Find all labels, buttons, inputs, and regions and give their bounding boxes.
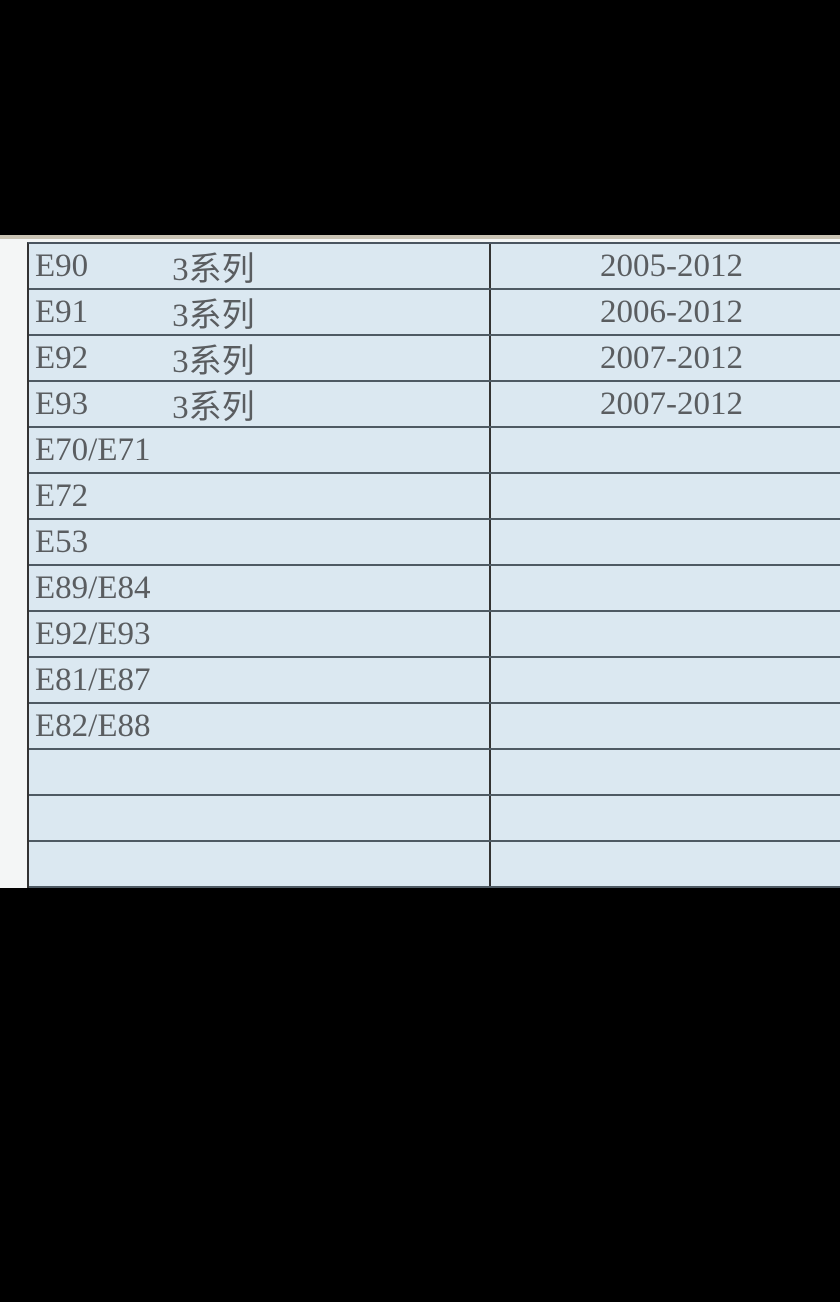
model-cell[interactable]: E72 bbox=[29, 474, 491, 518]
table-row: E92 3系列 2007-2012 bbox=[29, 336, 840, 382]
model-cell[interactable]: E92/E93 bbox=[29, 612, 491, 656]
series-name: 3系列 bbox=[172, 298, 255, 334]
years-cell[interactable] bbox=[491, 750, 840, 794]
model-cell[interactable] bbox=[29, 842, 491, 886]
years-cell[interactable] bbox=[491, 658, 840, 702]
model-cell[interactable] bbox=[29, 796, 491, 840]
model-cell[interactable]: E82/E88 bbox=[29, 704, 491, 748]
model-code: E89/E84 bbox=[35, 569, 151, 606]
table-row: E82/E88 bbox=[29, 704, 840, 750]
years-cell[interactable]: 2007-2012 bbox=[600, 339, 743, 376]
model-code: E92 bbox=[35, 339, 89, 376]
table-row: E53 bbox=[29, 520, 840, 566]
years-cell[interactable]: 2006-2012 bbox=[600, 293, 743, 330]
model-cell[interactable] bbox=[29, 750, 491, 794]
model-cell[interactable]: E89/E84 bbox=[29, 566, 491, 610]
years-cell[interactable] bbox=[491, 428, 840, 472]
model-year-table: E90 3系列 2005-2012 E91 3系列 2006-2012 E92 3系列 2007… bbox=[27, 242, 840, 888]
table-row: E70/E71 bbox=[29, 428, 840, 474]
spreadsheet: E90 3系列 2005-2012 E91 3系列 2006-2012 E92 3系列 2007… bbox=[0, 235, 840, 888]
sheet-top-border bbox=[0, 235, 840, 239]
table-row: E81/E87 bbox=[29, 658, 840, 704]
model-code: E70/E71 bbox=[35, 431, 151, 468]
years-cell[interactable]: 2007-2012 bbox=[600, 385, 743, 422]
series-name: 3系列 bbox=[172, 390, 255, 426]
model-cell[interactable]: E91 3系列 bbox=[29, 290, 491, 334]
model-cell[interactable]: E90 3系列 bbox=[29, 244, 491, 288]
model-cell[interactable]: E81/E87 bbox=[29, 658, 491, 702]
table-row: E93 3系列 2007-2012 bbox=[29, 382, 840, 428]
model-cell[interactable]: E53 bbox=[29, 520, 491, 564]
model-code: E81/E87 bbox=[35, 661, 151, 698]
table-row: E92/E93 bbox=[29, 612, 840, 658]
years-cell[interactable] bbox=[491, 612, 840, 656]
years-cell[interactable] bbox=[491, 842, 840, 886]
model-code: E90 bbox=[35, 247, 89, 284]
model-code: E93 bbox=[35, 385, 89, 422]
years-cell[interactable]: 2005-2012 bbox=[600, 247, 743, 284]
table-row: E91 3系列 2006-2012 bbox=[29, 290, 840, 336]
table-row: E72 bbox=[29, 474, 840, 520]
years-cell[interactable] bbox=[491, 520, 840, 564]
table-row bbox=[29, 842, 840, 888]
model-code: E92/E93 bbox=[35, 615, 151, 652]
table-row bbox=[29, 750, 840, 796]
table-row: E90 3系列 2005-2012 bbox=[29, 244, 840, 290]
model-code: E82/E88 bbox=[35, 707, 151, 744]
model-code: E53 bbox=[35, 523, 89, 560]
model-cell[interactable]: E93 3系列 bbox=[29, 382, 491, 426]
series-name: 3系列 bbox=[172, 252, 255, 288]
model-code: E91 bbox=[35, 293, 89, 330]
series-name: 3系列 bbox=[172, 344, 255, 380]
table-row: E89/E84 bbox=[29, 566, 840, 612]
years-cell[interactable] bbox=[491, 474, 840, 518]
model-cell[interactable]: E70/E71 bbox=[29, 428, 491, 472]
years-cell[interactable] bbox=[491, 704, 840, 748]
model-code: E72 bbox=[35, 477, 89, 514]
table-row bbox=[29, 796, 840, 842]
years-cell[interactable] bbox=[491, 796, 840, 840]
years-cell[interactable] bbox=[491, 566, 840, 610]
model-cell[interactable]: E92 3系列 bbox=[29, 336, 491, 380]
